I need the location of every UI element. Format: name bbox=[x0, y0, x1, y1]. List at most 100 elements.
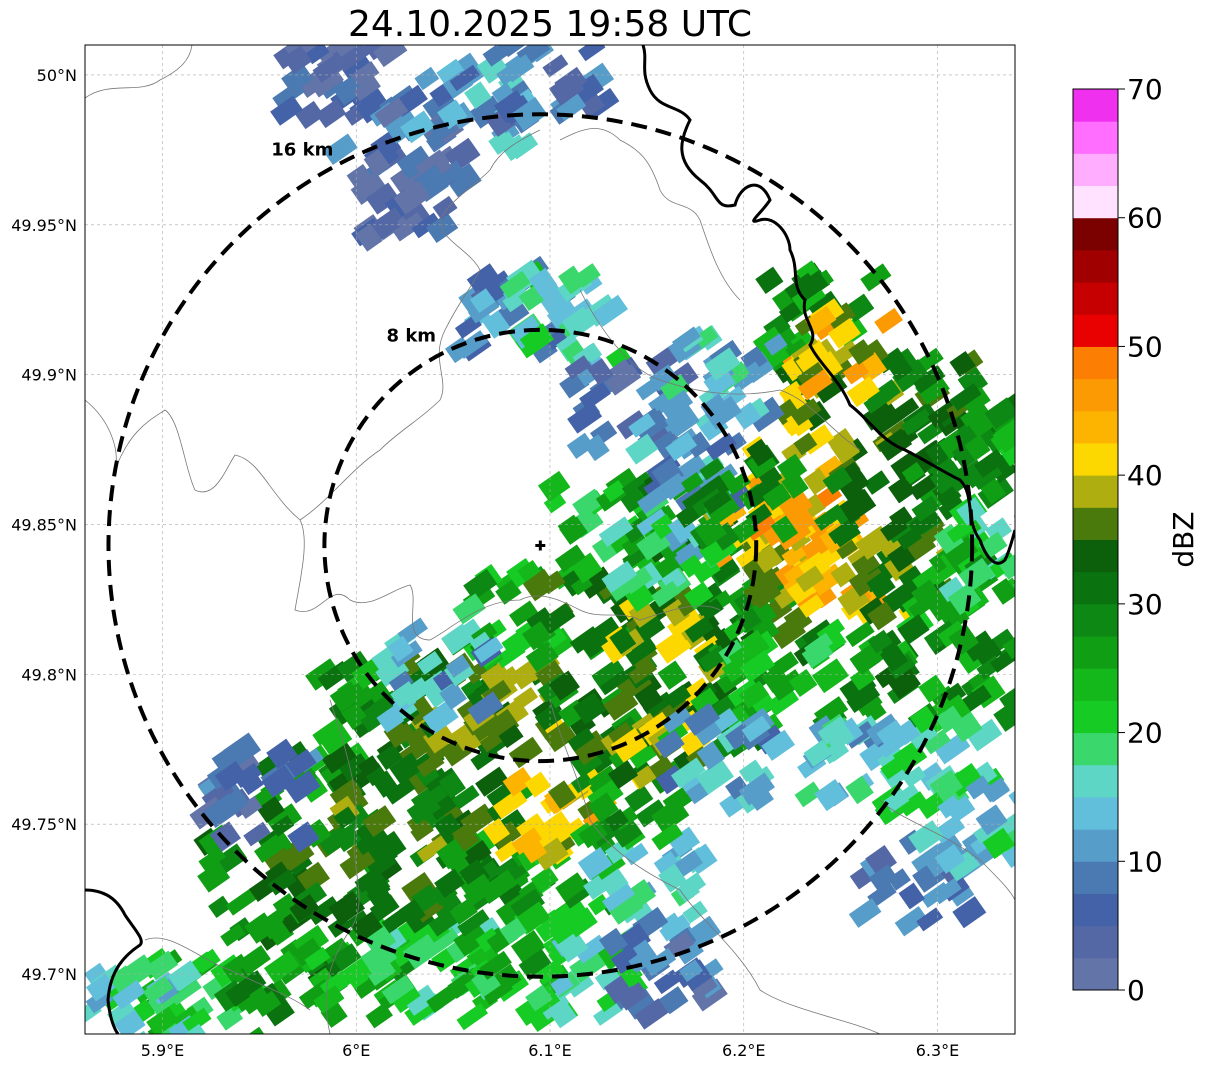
echo-bin bbox=[794, 781, 823, 808]
echo-bin bbox=[111, 971, 135, 993]
echo-bin bbox=[621, 471, 654, 499]
echo-bin bbox=[510, 930, 546, 964]
echo-bin bbox=[892, 358, 929, 393]
dbz-colorbar: 0 10 20 30 40 50 60 70 dBZ bbox=[1072, 73, 1200, 1007]
echo-bin bbox=[488, 45, 522, 48]
echo-bin bbox=[329, 778, 363, 809]
echo-bin bbox=[898, 791, 928, 817]
echo-bin bbox=[312, 717, 345, 746]
echo-bin bbox=[937, 620, 967, 648]
echo-bin bbox=[566, 972, 595, 998]
echo-bin bbox=[203, 793, 241, 829]
echo-bin bbox=[296, 861, 331, 894]
echo-bin bbox=[867, 629, 893, 654]
echo-bin bbox=[607, 760, 639, 790]
echo-bin bbox=[631, 765, 657, 790]
echo-bin bbox=[555, 930, 589, 963]
echo-bin bbox=[822, 719, 855, 752]
echo-bin bbox=[554, 544, 586, 573]
echo-bin bbox=[307, 896, 341, 926]
echo-bin bbox=[598, 927, 629, 957]
echo-bin bbox=[369, 894, 400, 922]
echo-bin bbox=[602, 883, 636, 913]
echo-bin bbox=[578, 45, 606, 62]
colorbar-segment bbox=[1073, 410, 1118, 444]
echo-bin bbox=[445, 654, 471, 678]
echo-bin bbox=[649, 364, 678, 392]
echo-bin bbox=[436, 838, 469, 870]
echo-bin bbox=[342, 54, 375, 84]
echo-bin bbox=[414, 66, 440, 91]
echo-bin bbox=[848, 339, 875, 365]
echo-bin bbox=[496, 880, 529, 912]
echo-bin bbox=[781, 543, 807, 567]
echo-bin bbox=[579, 381, 611, 411]
map-plot-area[interactable]: 8 km 16 km bbox=[76, 17, 1068, 1063]
echo-bin bbox=[1013, 501, 1015, 527]
echo-bin bbox=[572, 488, 605, 519]
echo-bin bbox=[965, 775, 992, 800]
echo-bin bbox=[659, 914, 691, 942]
echo-bin bbox=[587, 358, 614, 386]
echo-bin bbox=[439, 682, 467, 710]
echo-bin bbox=[651, 822, 683, 851]
echo-cell bbox=[908, 769, 1015, 882]
echo-bin bbox=[389, 957, 417, 982]
lon-tick-label: 6.1°E bbox=[528, 1041, 572, 1060]
echo-bin bbox=[106, 999, 135, 1025]
echo-bin bbox=[670, 757, 706, 789]
echo-bin bbox=[1030, 498, 1067, 532]
echo-bin bbox=[687, 971, 718, 1000]
echo-bin bbox=[516, 18, 542, 42]
echo-bin bbox=[266, 738, 298, 770]
echo-bin bbox=[845, 775, 874, 805]
echo-bin bbox=[496, 45, 530, 58]
colorbar-segment bbox=[1073, 249, 1118, 283]
echo-bin bbox=[894, 906, 929, 937]
echo-bin bbox=[839, 488, 877, 524]
echo-bin bbox=[85, 987, 114, 1014]
echo-bin bbox=[321, 741, 357, 774]
echo-bin bbox=[304, 45, 330, 65]
echo-bin bbox=[262, 843, 293, 873]
echo-bin bbox=[510, 888, 546, 921]
echo-bin bbox=[350, 61, 380, 87]
echo-bin bbox=[351, 911, 383, 942]
echo-bin bbox=[373, 45, 408, 68]
echo-bin bbox=[798, 594, 825, 618]
echo-bin bbox=[911, 579, 942, 610]
echo-bin bbox=[363, 45, 394, 61]
lat-tick-label: 49.95°N bbox=[11, 216, 77, 235]
echo-bin bbox=[363, 762, 388, 787]
echo-bin bbox=[511, 827, 543, 855]
echo-bin bbox=[467, 691, 504, 725]
echo-bin bbox=[945, 850, 980, 882]
echo-bin bbox=[388, 670, 414, 694]
echo-bin bbox=[664, 404, 700, 438]
echo-bin bbox=[522, 568, 557, 602]
echo-bin bbox=[423, 722, 456, 754]
echo-bin bbox=[554, 66, 588, 98]
colorbar-segment bbox=[1073, 153, 1118, 187]
echo-bin bbox=[889, 506, 913, 530]
echo-bin bbox=[998, 437, 1015, 467]
echo-bin bbox=[937, 795, 963, 819]
echo-bin bbox=[781, 470, 809, 499]
echo-bin bbox=[694, 515, 727, 548]
echo-cell bbox=[659, 324, 788, 433]
echo-bin bbox=[481, 708, 520, 744]
echo-bin bbox=[887, 868, 911, 891]
echo-bin bbox=[628, 413, 656, 438]
echo-bin bbox=[534, 659, 567, 691]
echo-bin bbox=[676, 454, 708, 483]
echo-bin bbox=[660, 373, 692, 404]
echo-bin bbox=[982, 827, 1015, 860]
borders-layer bbox=[85, 45, 1015, 1034]
echo-bin bbox=[261, 765, 296, 798]
lat-tick-label: 49.9°N bbox=[21, 366, 77, 385]
colorbar-segment bbox=[1073, 796, 1118, 830]
echo-bin bbox=[432, 195, 458, 220]
echo-bin bbox=[534, 702, 565, 731]
echo-bin bbox=[315, 99, 347, 129]
echo-bin bbox=[888, 356, 913, 381]
